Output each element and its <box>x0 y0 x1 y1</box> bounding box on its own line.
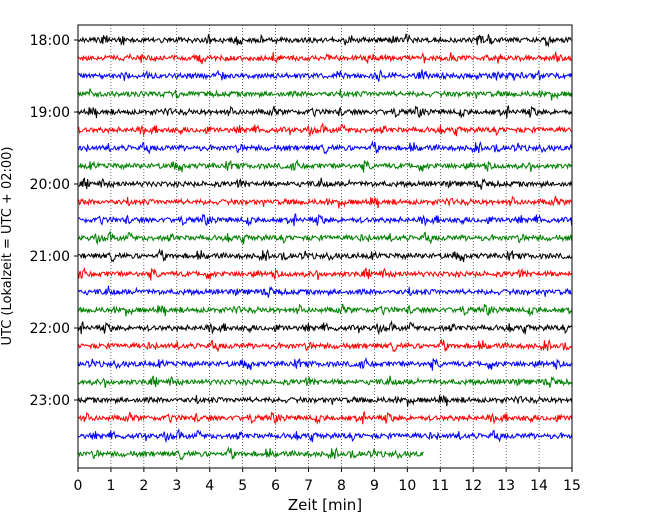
trace-1845 <box>77 88 573 101</box>
trace-1830 <box>77 69 573 82</box>
trace-2330 <box>77 427 573 444</box>
trace-2100 <box>78 248 573 263</box>
trace-2300 <box>77 394 573 407</box>
x-tick-label-12: 12 <box>464 478 482 494</box>
trace-1800 <box>77 33 572 48</box>
y-axis-label: UTC (Lokalzeit = UTC + 02:00) <box>0 147 15 346</box>
x-tick-label-13: 13 <box>497 478 515 494</box>
trace-2245 <box>77 375 573 389</box>
y-axis-ticks: 18:00 19:00 20:00 21:00 22:00 23:00 <box>30 33 78 409</box>
y-tick-label-1800: 18:00 <box>30 33 70 49</box>
x-tick-label-8: 8 <box>337 478 346 494</box>
trace-2345 <box>77 446 424 461</box>
plot-background <box>78 25 572 468</box>
y-tick-label-1900: 19:00 <box>30 105 70 121</box>
x-axis-label: Zeit [min] <box>288 496 362 514</box>
x-tick-label-1: 1 <box>106 478 115 494</box>
x-tick-label-15: 15 <box>563 478 581 494</box>
trace-2000 <box>77 177 573 190</box>
seismic-traces <box>77 33 573 461</box>
trace-1815 <box>77 51 573 65</box>
trace-1900 <box>77 105 573 119</box>
trace-2230 <box>77 356 573 371</box>
x-tick-label-2: 2 <box>139 478 148 494</box>
x-tick-label-6: 6 <box>271 478 280 494</box>
x-tick-label-4: 4 <box>205 478 214 494</box>
x-tick-label-14: 14 <box>530 478 548 494</box>
trace-2030 <box>77 213 573 227</box>
trace-2215 <box>77 338 573 353</box>
trace-2015 <box>77 195 573 209</box>
x-tick-label-0: 0 <box>74 478 83 494</box>
x-tick-label-7: 7 <box>304 478 313 494</box>
x-tick-label-5: 5 <box>238 478 247 494</box>
plot-frame <box>77 24 573 469</box>
x-tick-label-9: 9 <box>370 478 379 494</box>
x-tick-label-11: 11 <box>431 478 449 494</box>
x-tick-label-10: 10 <box>398 478 416 494</box>
trace-1930 <box>77 140 573 155</box>
trace-2145 <box>77 303 573 317</box>
trace-2115 <box>77 266 573 281</box>
x-tick-label-3: 3 <box>172 478 181 494</box>
trace-2130 <box>78 285 572 298</box>
vertical-grid <box>110 25 540 468</box>
y-tick-label-2000: 20:00 <box>30 177 70 193</box>
trace-2045 <box>77 229 573 246</box>
trace-1915 <box>77 121 572 138</box>
trace-2200 <box>77 319 573 336</box>
y-tick-label-2100: 21:00 <box>30 249 70 265</box>
trace-1945 <box>77 158 573 173</box>
y-tick-label-2200: 22:00 <box>30 321 70 337</box>
y-tick-label-2300: 23:00 <box>30 393 70 409</box>
trace-2315 <box>77 411 573 425</box>
x-axis-ticks: 0 1 2 3 4 5 6 7 8 9 10 11 12 13 14 15 <box>74 468 581 494</box>
